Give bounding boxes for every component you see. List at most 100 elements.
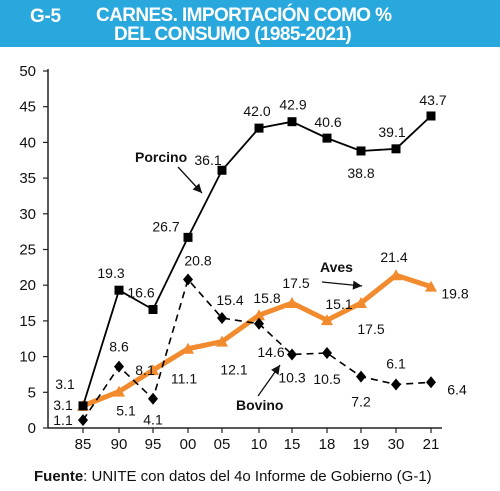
chart-title-line1: CARNES. IMPORTACIÓN COMO % [96,5,392,26]
marker-porcino [254,123,264,133]
y-tick-label: 20 [19,277,36,294]
data-label-porcino: 40.6 [314,114,341,130]
data-label-bovino: 10.5 [313,371,340,387]
series-name-bovino: Bovino [236,397,283,413]
data-label-porcino: 42.9 [279,97,306,113]
y-tick-label: 10 [19,349,36,366]
y-tick-label: 50 [19,63,36,80]
y-tick-label: 0 [28,420,36,437]
marker-aves [286,297,298,309]
data-label-bovino: 15.4 [216,292,243,308]
data-label-bovino: 7.2 [351,394,371,410]
x-tick-label: 15 [284,436,301,453]
data-label-aves: 15.1 [325,296,352,312]
marker-porcino [148,304,158,314]
chart-code: G-5 [30,6,61,27]
x-tick-label: 21 [423,436,440,453]
y-tick-label: 30 [19,206,36,223]
x-tick-label: 95 [145,436,162,453]
marker-porcino [322,133,332,143]
marker-aves [147,364,159,376]
source-text: : UNITE con datos del 4o Informe de Gobi… [83,468,432,485]
marker-bovino [287,348,297,361]
y-tick-label: 35 [19,170,36,187]
data-label-aves: 11.1 [171,371,197,387]
marker-porcino [426,111,436,121]
chart-header: G-5 CARNES. IMPORTACIÓN COMO % DEL CONSU… [0,0,500,47]
data-label-aves: 21.4 [380,249,407,265]
marker-porcino [114,285,124,295]
marker-aves [390,269,402,281]
marker-bovino [391,378,401,391]
series-name-aves: Aves [320,259,353,275]
data-label-aves: 8.1 [135,362,155,378]
marker-bovino [426,376,436,389]
marker-aves [425,280,437,292]
marker-bovino [356,370,366,383]
y-tick-label: 25 [19,242,36,259]
data-label-aves: 3.1 [53,397,73,413]
marker-porcino [287,117,297,127]
marker-aves [182,342,194,354]
data-label-porcino: 43.7 [419,92,446,108]
data-label-porcino: 39.1 [378,124,405,140]
x-tick-label: 05 [214,436,231,453]
y-tick-label: 40 [19,134,36,151]
data-label-porcino: 42.0 [243,103,270,119]
marker-aves [113,385,125,397]
marker-bovino [148,392,158,405]
callout-arrow-bovino-head [271,365,280,375]
x-tick-label: 30 [388,436,405,453]
marker-bovino [217,312,227,325]
data-label-aves: 5.1 [116,403,136,419]
data-label-bovino: 8.6 [109,339,129,355]
data-label-bovino: 1.1 [53,412,73,428]
x-tick-label: 00 [180,436,197,453]
x-tick-label: 19 [353,436,370,453]
marker-aves [321,314,333,326]
marker-bovino [78,414,88,427]
data-label-aves: 12.1 [220,362,247,378]
callout-arrow-aves-head [352,280,362,290]
marker-bovino [322,347,332,360]
marker-porcino [391,144,401,154]
chart-title-line2: DEL CONSUMO (1985-2021) [114,24,352,45]
data-label-porcino: 3.1 [55,376,75,392]
marker-porcino [356,146,366,156]
marker-aves [216,335,228,347]
data-label-porcino: 19.3 [97,265,124,281]
data-label-aves: 17.5 [282,275,309,291]
data-label-bovino: 10.3 [278,369,305,385]
marker-aves [253,309,265,321]
data-label-aves: 15.8 [253,290,280,306]
data-label-aves: 19.8 [441,286,468,302]
x-tick-label: 90 [111,436,128,453]
data-label-porcino: 36.1 [194,152,221,168]
x-tick-label: 10 [251,436,268,453]
y-tick-label: 15 [19,313,36,330]
callout-arrow-porcino-head [192,183,202,193]
source-label: Fuente [34,468,84,485]
marker-bovino [183,273,193,286]
marker-porcino [183,232,193,242]
x-tick-label: 18 [319,436,336,453]
series-name-porcino: Porcino [135,149,187,165]
data-label-porcino: 38.8 [347,165,374,181]
data-label-bovino: 14.6 [257,344,284,360]
marker-bovino [114,360,124,373]
marker-porcino [217,165,227,175]
data-label-bovino: 4.1 [143,412,163,428]
data-label-porcino: 16.6 [127,284,154,300]
marker-porcino [78,401,88,411]
data-label-bovino: 6.1 [386,355,406,371]
data-label-aves: 17.5 [357,321,384,337]
data-label-bovino: 6.4 [447,381,467,397]
y-tick-label: 5 [28,384,36,401]
data-label-bovino: 20.8 [184,252,211,268]
marker-aves [355,297,367,309]
y-tick-label: 45 [19,99,36,116]
data-label-porcino: 26.7 [152,218,179,234]
marker-bovino [254,317,264,330]
source-footer: Fuente: UNITE con datos del 4o Informe d… [34,468,432,485]
